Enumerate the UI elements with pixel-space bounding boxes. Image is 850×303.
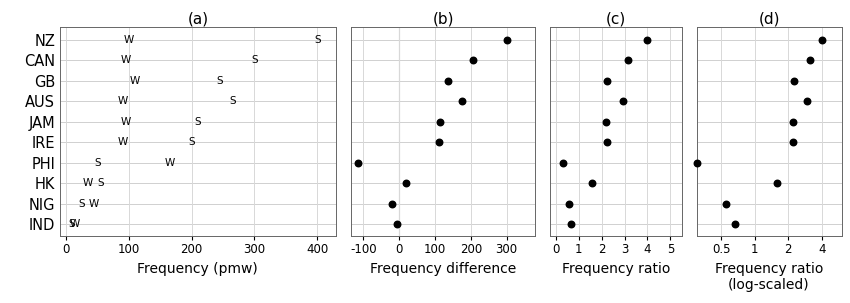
Point <box>385 201 399 206</box>
Point <box>391 221 405 226</box>
Text: S: S <box>97 178 104 188</box>
Point <box>800 99 813 104</box>
Point <box>400 181 413 185</box>
Point <box>434 119 447 124</box>
Text: W: W <box>121 55 131 65</box>
Point <box>641 37 654 42</box>
X-axis label: Frequency ratio
(log-scaled): Frequency ratio (log-scaled) <box>715 262 824 292</box>
Point <box>432 140 445 145</box>
Point <box>455 99 468 104</box>
Text: W: W <box>117 96 128 106</box>
Point <box>621 58 635 62</box>
Text: S: S <box>94 158 100 168</box>
Text: W: W <box>70 219 81 229</box>
Point <box>770 181 784 185</box>
Text: W: W <box>123 35 133 45</box>
Text: W: W <box>121 117 131 127</box>
Text: W: W <box>82 178 93 188</box>
Title: (d): (d) <box>758 11 779 26</box>
Text: S: S <box>69 219 76 229</box>
X-axis label: Frequency ratio: Frequency ratio <box>562 262 670 276</box>
X-axis label: Frequency (pmw): Frequency (pmw) <box>138 262 258 276</box>
Text: W: W <box>117 137 128 147</box>
Point <box>787 78 801 83</box>
Point <box>720 201 734 206</box>
Point <box>786 119 800 124</box>
Text: S: S <box>188 137 195 147</box>
Text: S: S <box>195 117 201 127</box>
Text: S: S <box>251 55 258 65</box>
Point <box>351 160 365 165</box>
Point <box>690 160 704 165</box>
Point <box>815 37 829 42</box>
Text: S: S <box>230 96 235 106</box>
Point <box>564 221 578 226</box>
Point <box>500 37 513 42</box>
Point <box>786 140 800 145</box>
Point <box>599 119 613 124</box>
Text: S: S <box>78 198 85 208</box>
X-axis label: Frequency difference: Frequency difference <box>370 262 516 276</box>
Title: (a): (a) <box>187 11 208 26</box>
Point <box>562 201 575 206</box>
Point <box>466 58 479 62</box>
Point <box>616 99 630 104</box>
Text: W: W <box>130 75 140 85</box>
Point <box>728 221 742 226</box>
Text: W: W <box>89 198 99 208</box>
Point <box>803 58 817 62</box>
Point <box>441 78 455 83</box>
Text: W: W <box>164 158 174 168</box>
Text: S: S <box>217 75 224 85</box>
Point <box>556 160 570 165</box>
Point <box>600 78 614 83</box>
Text: S: S <box>314 35 320 45</box>
Point <box>585 181 598 185</box>
Point <box>600 140 614 145</box>
Title: (c): (c) <box>606 11 626 26</box>
Title: (b): (b) <box>433 11 454 26</box>
